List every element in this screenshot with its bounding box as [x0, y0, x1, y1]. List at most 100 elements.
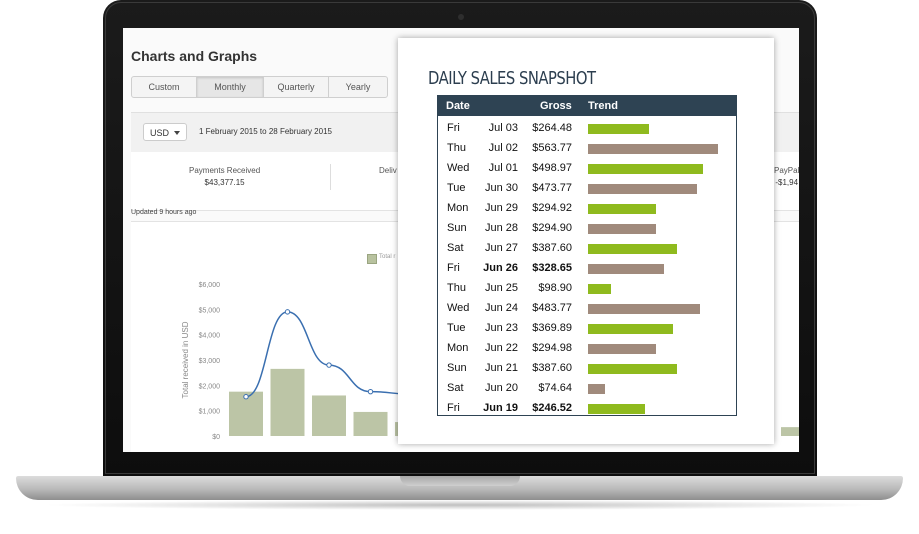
chart-point: [284, 309, 291, 315]
y-axis-label: Total received in USD: [181, 321, 190, 398]
cell-day: Mon: [447, 342, 469, 354]
trend-bar: [588, 364, 677, 374]
cell-gross: $473.77: [532, 182, 572, 194]
stat-value: $43,377.15: [204, 178, 245, 187]
cell-date: Jul 01: [488, 162, 518, 174]
cell-day: Wed: [447, 162, 470, 174]
cell-date: Jun 26: [483, 262, 518, 274]
table-row: Fri Jul 03 $264.48: [438, 118, 736, 138]
table-row: Sat Jun 27 $387.60: [438, 238, 736, 258]
cell-gross: $98.90: [538, 282, 572, 294]
y-tick-label: $5,000: [199, 307, 221, 314]
table-row: Mon Jun 22 $294.98: [438, 338, 736, 358]
cell-date: Jul 03: [488, 122, 518, 134]
chart-point: [326, 362, 332, 368]
cell-gross: $294.92: [532, 202, 572, 214]
cell-date: Jun 28: [484, 222, 518, 234]
trend-bar: [588, 284, 611, 294]
tab-monthly[interactable]: Monthly: [197, 77, 264, 97]
cell-day: Wed: [447, 302, 470, 314]
updated-text: Updated 9 hours ago: [131, 209, 197, 216]
stat-value: -$1,94: [775, 178, 799, 187]
header-gross: Gross: [540, 100, 572, 112]
trend-bar: [588, 344, 656, 354]
laptop-shadow: [40, 500, 880, 510]
table-row: Mon Jun 29 $294.92: [438, 198, 736, 218]
cell-date: Jun 30: [484, 182, 518, 194]
table-header: Date Gross Trend: [438, 96, 736, 116]
y-tick-label: $1,000: [199, 409, 221, 416]
trend-bar: [588, 144, 718, 154]
cell-day: Thu: [447, 142, 466, 154]
tab-yearly[interactable]: Yearly: [345, 82, 371, 92]
cell-gross: $294.98: [532, 342, 572, 354]
trend-bar: [588, 384, 605, 394]
camera-icon: [458, 14, 464, 20]
checkbox-icon[interactable]: [367, 254, 377, 264]
chart-bar: [270, 368, 305, 436]
chart-bar: [312, 395, 346, 436]
trend-bar: [588, 304, 700, 314]
trend-bar: [588, 224, 656, 234]
header-trend: Trend: [588, 100, 618, 112]
cell-day: Fri: [447, 122, 460, 134]
y-tick-label: $6,000: [199, 282, 221, 289]
stat-payments-received: Payments Received $43,377.15: [189, 166, 260, 187]
trend-bar: [588, 184, 697, 194]
tab-quarterly[interactable]: Quarterly: [264, 77, 329, 97]
table-row: Wed Jul 01 $498.97: [438, 158, 736, 178]
cell-date: Jun 25: [484, 282, 518, 294]
laptop-notch: [400, 476, 520, 486]
cell-gross: $387.60: [532, 362, 572, 374]
cell-day: Tue: [447, 182, 466, 194]
cell-gross: $328.65: [532, 262, 572, 274]
trend-bar: [588, 324, 673, 334]
cell-date: Jul 02: [488, 142, 518, 154]
stat-divider: [330, 164, 331, 190]
cell-day: Sat: [447, 382, 464, 394]
stat-label: PayPal: [774, 166, 799, 175]
cell-gross: $264.48: [532, 122, 572, 134]
cell-day: Mon: [447, 202, 469, 214]
table-row: Sun Jun 28 $294.90: [438, 218, 736, 238]
table-row: Thu Jun 25 $98.90: [438, 278, 736, 298]
table-row: Fri Jun 26 $328.65: [438, 258, 736, 278]
cell-day: Fri: [447, 402, 460, 414]
cell-gross: $483.77: [532, 302, 572, 314]
table-row: Sun Jun 21 $387.60: [438, 358, 736, 378]
chart-point: [367, 388, 374, 395]
stat-delivered: Deliv: [379, 166, 397, 175]
currency-select[interactable]: USD: [143, 123, 187, 141]
cell-day: Fri: [447, 262, 460, 274]
trend-bar: [588, 264, 664, 274]
cell-date: Jun 21: [484, 362, 518, 374]
card-title: DAILY SALES SNAPSHOT: [428, 68, 596, 89]
cell-day: Sat: [447, 242, 464, 254]
cell-gross: $498.97: [532, 162, 572, 174]
table-row: Thu Jul 02 $563.77: [438, 138, 736, 158]
cell-gross: $294.90: [532, 222, 572, 234]
stat-label: Deliv: [379, 166, 397, 175]
y-tick-label: $0: [212, 434, 220, 441]
chart-bar: [353, 411, 388, 436]
cell-gross: $74.64: [538, 382, 572, 394]
cell-gross: $246.52: [532, 402, 572, 414]
cell-date: Jun 27: [484, 242, 518, 254]
tab-custom[interactable]: Custom: [132, 77, 197, 97]
chevron-down-icon: [174, 131, 180, 135]
cell-gross: $387.60: [532, 242, 572, 254]
trend-bar: [588, 124, 649, 134]
cell-day: Thu: [447, 282, 466, 294]
legend-label: Total r: [379, 254, 396, 260]
cell-date: Jun 20: [484, 382, 518, 394]
y-tick-label: $2,000: [199, 383, 221, 390]
cell-date: Jun 23: [484, 322, 518, 334]
table-row: Sat Jun 20 $74.64: [438, 378, 736, 398]
period-tabs: Custom Monthly Quarterly Yearly: [131, 76, 388, 98]
laptop-base: [16, 476, 903, 500]
chart-point: [243, 394, 249, 400]
chart-bar: [781, 427, 799, 436]
cell-gross: $369.89: [532, 322, 572, 334]
table-row: Tue Jun 30 $473.77: [438, 178, 736, 198]
stat-label: Payments Received: [189, 166, 261, 175]
